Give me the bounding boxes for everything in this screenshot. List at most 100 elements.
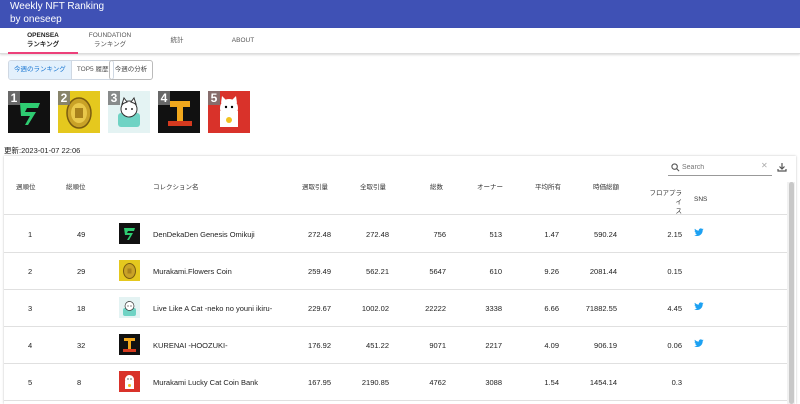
header-owners[interactable]: オーナー — [477, 184, 503, 191]
search-input[interactable] — [682, 161, 760, 174]
cell-collection-name[interactable]: Live Like A Cat -neko no youni ikiru- — [153, 304, 273, 313]
kurenai-logo-icon — [123, 338, 136, 352]
header-sns: SNS — [694, 196, 708, 203]
header-count[interactable]: 総数 — [430, 184, 443, 191]
twitter-icon[interactable] — [694, 228, 704, 237]
weekly-analysis-button[interactable]: 今週の分析 — [109, 60, 153, 80]
cell-weekly-volume: 259.49 — [308, 267, 331, 276]
tab-about[interactable]: ABOUT — [231, 37, 255, 44]
cell-owners: 610 — [489, 267, 502, 276]
header-total-volume[interactable]: 全取引量 — [360, 184, 386, 191]
app-bar: Weekly NFT Ranking by oneseep — [0, 0, 800, 28]
table-row[interactable]: 4 32 KURENAI -HOOZUKI- 176.92 451.22 907… — [4, 327, 787, 364]
clear-search-icon[interactable]: ✕ — [761, 161, 768, 170]
twitter-icon[interactable] — [694, 339, 704, 348]
table-row[interactable]: 2 29 Murakami.Flowers Coin 259.49 562.21… — [4, 253, 787, 290]
tab-foundation-ranking[interactable]: FOUNDATION ランキング — [88, 32, 132, 48]
cell-floor-price: 0.06 — [667, 341, 682, 350]
cell-owners: 3088 — [485, 378, 502, 387]
cell-avg-owned: 6.66 — [544, 304, 559, 313]
twitter-icon[interactable] — [694, 302, 704, 311]
tab-opensea-ranking[interactable]: OPENSEA ランキング — [26, 32, 60, 48]
search-icon — [671, 163, 680, 172]
cell-weekly-volume: 167.95 — [308, 378, 331, 387]
omikuji-logo-icon — [20, 103, 40, 125]
cell-weekly-volume: 272.48 — [308, 230, 331, 239]
cell-floor-price: 4.45 — [667, 304, 682, 313]
header-divider — [4, 214, 787, 215]
cell-count: 9071 — [429, 341, 446, 350]
cell-avg-owned: 1.47 — [544, 230, 559, 239]
app-subtitle: by oneseep — [10, 14, 62, 25]
cell-count: 756 — [433, 230, 446, 239]
header-floor-price[interactable]: フロアプライ ス — [649, 190, 683, 215]
cell-floor-price: 0.15 — [667, 267, 682, 276]
table-row[interactable]: 3 18 Live Like A Cat -neko no youni ikir… — [4, 290, 787, 327]
top5-item-1[interactable]: 1 — [8, 91, 50, 133]
ranking-view-toggle: 今週のランキング TOP5 履歴 — [8, 60, 115, 80]
omikuji-logo-icon — [124, 228, 135, 240]
table-row[interactable]: 1 49 DenDekaDen Genesis Omikuji 272.48 2… — [4, 216, 787, 253]
table-search: ✕ — [668, 160, 772, 176]
header-avg-owned[interactable]: 平均所有 — [535, 184, 561, 191]
cell-overall-rank: 8 — [77, 378, 82, 387]
collection-thumbnail — [119, 260, 140, 281]
cell-count: 22222 — [425, 304, 446, 313]
cell-weekly-volume: 176.92 — [308, 341, 331, 350]
cell-total-volume: 562.21 — [366, 267, 389, 276]
last-updated-text: 更新:2023-01-07 22:06 — [4, 146, 81, 155]
cat-in-cup-icon — [123, 301, 136, 316]
header-weekly-rank[interactable]: 週順位 — [16, 184, 36, 191]
cell-count: 5647 — [429, 267, 446, 276]
header-weekly-volume[interactable]: 週取引量 — [302, 184, 328, 191]
cell-overall-rank: 32 — [77, 341, 86, 350]
lucky-cat-icon — [125, 375, 134, 389]
cell-collection-name[interactable]: KURENAI -HOOZUKI- — [153, 341, 228, 350]
flowers-coin-icon — [123, 263, 136, 279]
table-row[interactable]: 5 8 Murakami Lucky Cat Coin Bank 167.95 … — [4, 364, 787, 401]
top5-item-4[interactable]: 4 — [158, 91, 200, 133]
cell-collection-name[interactable]: Murakami.Flowers Coin — [153, 267, 232, 276]
cell-weekly-rank: 5 — [28, 378, 33, 387]
download-icon[interactable] — [777, 162, 787, 172]
cell-market-cap: 71882.55 — [585, 304, 617, 313]
cell-avg-owned: 4.09 — [544, 341, 559, 350]
header-collection[interactable]: コレクション名 — [153, 184, 199, 191]
header-overall-rank[interactable]: 総順位 — [66, 184, 86, 191]
app-title: Weekly NFT Ranking — [10, 1, 105, 12]
tab-stats[interactable]: 統計 — [170, 37, 184, 44]
top5-item-5[interactable]: 5 — [208, 91, 250, 133]
cell-owners: 3338 — [485, 304, 502, 313]
top5-history-toggle[interactable]: TOP5 履歴 — [76, 66, 109, 73]
top5-item-3[interactable]: 3 — [108, 91, 150, 133]
cell-overall-rank: 49 — [77, 230, 86, 239]
cell-owners: 513 — [489, 230, 502, 239]
collection-thumbnail — [119, 223, 140, 244]
cell-count: 4762 — [429, 378, 446, 387]
table-scrollbar[interactable] — [789, 182, 794, 404]
header-market-cap[interactable]: 時価総額 — [593, 184, 619, 191]
cell-weekly-rank: 4 — [28, 341, 33, 350]
flowers-coin-icon — [66, 97, 92, 129]
cell-weekly-rank: 2 — [28, 267, 33, 276]
lucky-cat-icon — [220, 96, 238, 127]
cell-weekly-rank: 1 — [28, 230, 33, 239]
cell-weekly-rank: 3 — [28, 304, 33, 313]
collection-thumbnail — [119, 371, 140, 392]
cell-avg-owned: 9.26 — [544, 267, 559, 276]
cell-market-cap: 906.19 — [594, 341, 617, 350]
cat-in-cup-icon — [118, 96, 140, 127]
cell-market-cap: 2081.44 — [589, 267, 617, 276]
cell-market-cap: 590.24 — [594, 230, 617, 239]
cell-overall-rank: 29 — [77, 267, 86, 276]
cell-total-volume: 272.48 — [366, 230, 389, 239]
cell-floor-price: 0.3 — [671, 378, 682, 387]
cell-floor-price: 2.15 — [667, 230, 682, 239]
cell-avg-owned: 1.54 — [544, 378, 559, 387]
top5-item-2[interactable]: 2 — [58, 91, 100, 133]
cell-weekly-volume: 229.67 — [308, 304, 331, 313]
cell-collection-name[interactable]: DenDekaDen Genesis Omikuji — [153, 230, 255, 239]
this-week-ranking-toggle[interactable]: 今週のランキング — [9, 61, 72, 79]
cell-collection-name[interactable]: Murakami Lucky Cat Coin Bank — [153, 378, 259, 387]
collection-thumbnail — [119, 334, 140, 355]
